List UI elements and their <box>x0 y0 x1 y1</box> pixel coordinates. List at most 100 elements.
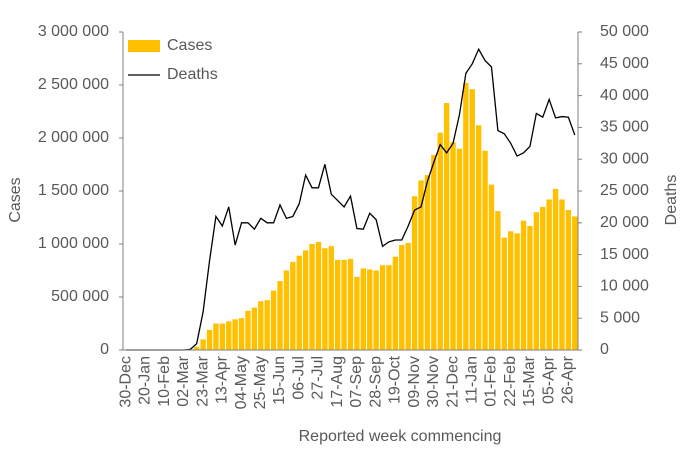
bar <box>354 276 360 350</box>
x-tick-label: 21-Dec <box>444 356 461 408</box>
bar <box>245 310 251 350</box>
y2-tick-label: 30 000 <box>600 150 649 167</box>
bar <box>200 339 206 350</box>
y2-tick-label: 25 000 <box>600 182 649 199</box>
x-tick-label: 20-Jan <box>137 356 154 405</box>
line <box>126 47 576 351</box>
y2-tick-label: 0 <box>600 341 609 358</box>
bar <box>258 301 264 350</box>
y2-tick-label: 45 000 <box>600 55 649 72</box>
bar <box>290 262 296 350</box>
bar <box>264 300 270 350</box>
x-axis-label: Reported week commencing <box>299 428 502 445</box>
bar <box>533 212 540 350</box>
bar <box>572 216 578 350</box>
bar <box>450 142 456 350</box>
x-tick-label: 25-May <box>252 356 269 409</box>
bar <box>226 321 232 350</box>
bar <box>552 188 559 350</box>
bar <box>411 196 418 350</box>
bar <box>334 259 341 350</box>
bar <box>328 246 334 350</box>
bar <box>424 175 431 350</box>
bar <box>341 259 347 350</box>
bar <box>309 244 315 350</box>
x-tick-label: 26-Apr <box>560 355 577 404</box>
bar <box>232 319 238 350</box>
x-tick-label: 30-Dec <box>117 356 134 408</box>
x-tick-label: 04-May <box>233 356 250 409</box>
bar <box>322 248 328 350</box>
y-tick-label: 1 000 000 <box>38 235 109 252</box>
y-axis-label: Cases <box>7 177 24 222</box>
bar <box>443 103 450 351</box>
x-tick-label: 27-Jul <box>310 356 327 400</box>
bar <box>469 89 475 351</box>
x-tick-label: 23-Mar <box>194 355 211 406</box>
bar <box>386 265 392 350</box>
y2-tick-label: 50 000 <box>600 23 649 40</box>
y2-tick-label: 35 000 <box>600 119 649 136</box>
legend-swatch <box>128 40 160 52</box>
bar <box>219 323 226 350</box>
bar <box>565 210 572 350</box>
bar <box>296 255 302 350</box>
bar <box>238 318 245 350</box>
legend-label: Deaths <box>167 66 218 83</box>
bar <box>379 265 386 350</box>
x-tick-label: 06-Jul <box>290 356 307 400</box>
x-tick-label: 02-Mar <box>175 355 192 406</box>
x-tick-label: 09-Nov <box>406 356 423 408</box>
y2-axis-label: Deaths <box>663 175 680 226</box>
bar <box>475 125 482 350</box>
x-tick-label: 01-Feb <box>483 356 500 407</box>
y2-tick-label: 5 000 <box>600 309 640 326</box>
bar <box>514 233 520 350</box>
x-tick-label: 13-Apr <box>214 355 231 404</box>
bar <box>437 132 443 350</box>
x-tick-label: 15-Mar <box>521 355 538 406</box>
bar <box>315 241 322 350</box>
bar <box>373 270 379 350</box>
bar <box>520 220 527 350</box>
bar <box>283 270 290 350</box>
bar <box>546 199 552 350</box>
y2-tick-label: 10 000 <box>600 278 649 295</box>
bar <box>463 82 469 350</box>
y2-tick-label: 40 000 <box>600 87 649 104</box>
y-tick-label: 2 000 000 <box>38 129 109 146</box>
bar <box>360 268 367 350</box>
bar <box>488 184 495 350</box>
y-tick-label: 0 <box>100 341 109 358</box>
bar <box>501 237 507 350</box>
x-tick-label: 11-Jan <box>463 356 480 404</box>
bar <box>347 258 354 350</box>
bar <box>206 329 213 350</box>
x-tick-label: 15-Jun <box>271 356 288 405</box>
bar <box>251 307 258 350</box>
y2-tick-label: 20 000 <box>600 214 649 231</box>
y-tick-label: 1 500 000 <box>38 182 109 199</box>
x-tick-label: 17-Aug <box>329 356 346 408</box>
y2-tick-label: 15 000 <box>600 246 649 263</box>
bar <box>194 346 200 350</box>
y-tick-label: 500 000 <box>51 288 109 305</box>
y-tick-label: 2 500 000 <box>38 76 109 93</box>
bar <box>508 231 514 350</box>
bar <box>482 150 488 350</box>
bar <box>302 250 309 350</box>
bar <box>559 199 565 350</box>
x-tick-label: 07-Sep <box>348 356 365 408</box>
bar <box>431 154 437 350</box>
bar <box>270 290 277 350</box>
y-tick-label: 3 000 000 <box>38 23 109 40</box>
bar <box>367 269 373 350</box>
bar <box>399 245 405 350</box>
x-tick-label: 28-Sep <box>367 356 384 408</box>
bar <box>456 148 463 350</box>
bar <box>277 281 283 350</box>
bar <box>495 211 501 350</box>
bar <box>405 242 411 350</box>
